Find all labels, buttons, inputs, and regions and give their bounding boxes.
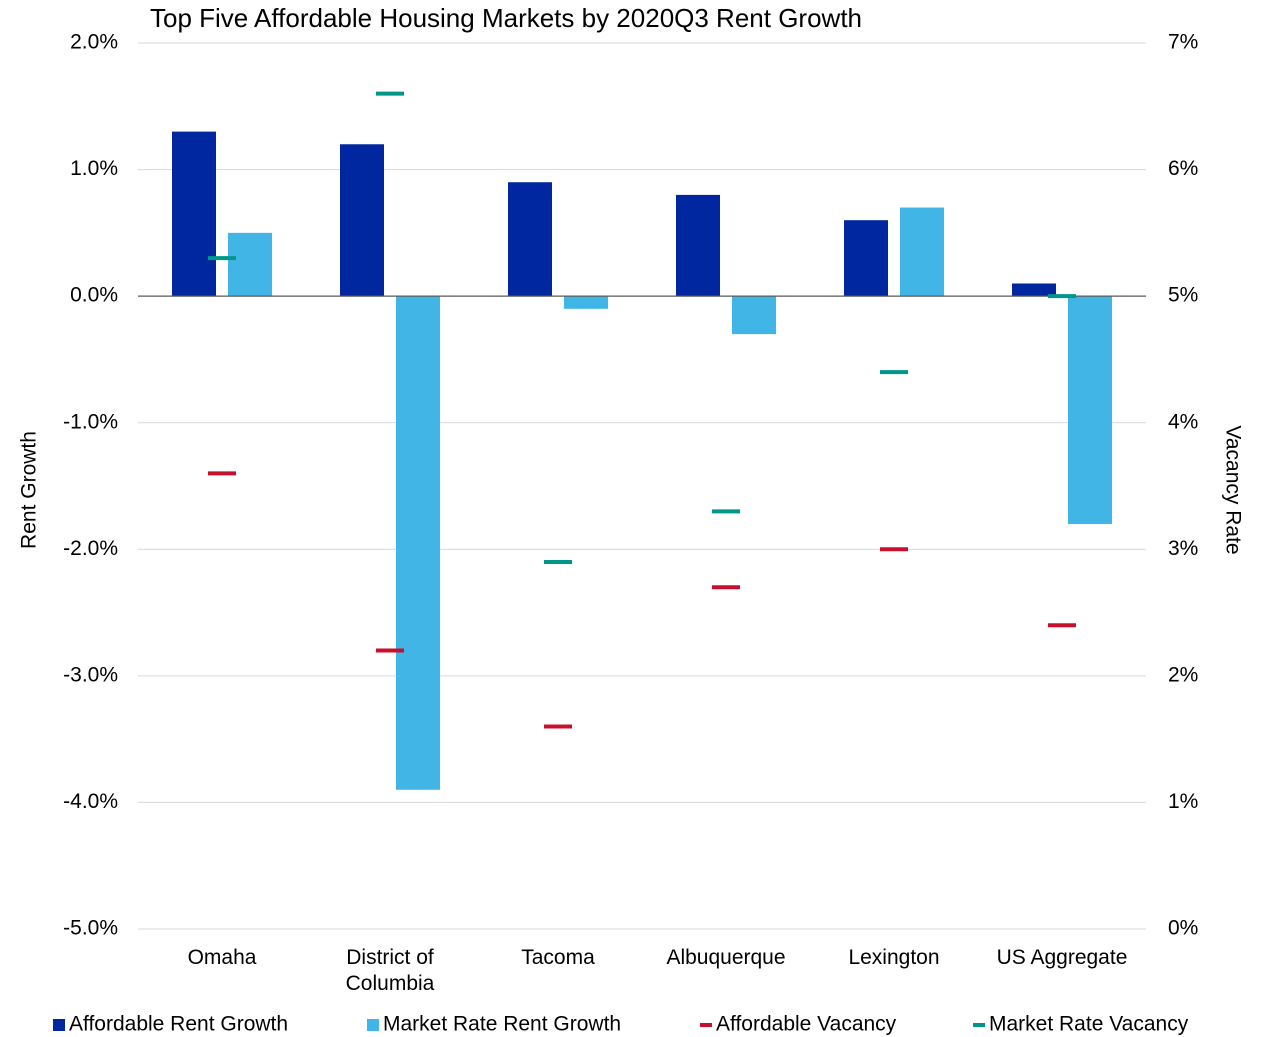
x-tick-label: Albuquerque [666,946,786,969]
bar [1068,296,1112,524]
legend-label: Affordable Rent Growth [69,1013,288,1036]
y-tick-label: -1.0% [63,410,118,433]
legend-swatch [53,1019,65,1031]
bar [900,207,944,297]
y2-tick-label: 6% [1168,157,1198,180]
y2-tick-label: 5% [1168,284,1198,307]
chart-title: Top Five Affordable Housing Markets by 2… [150,3,862,33]
y2-tick-label: 0% [1168,917,1198,940]
y2-tick-label: 1% [1168,790,1198,813]
bar [396,296,440,790]
y2-axis-title: Vacancy Rate [1221,425,1244,554]
bar [1012,283,1056,297]
x-tick-label: Omaha [187,946,257,969]
bar [508,182,552,297]
y-tick-label: -2.0% [63,537,118,560]
x-tick-label: US Aggregate [996,946,1128,969]
legend-label: Market Rate Vacancy [989,1013,1189,1036]
y-tick-label: -5.0% [63,917,118,940]
y2-tick-label: 3% [1168,537,1198,560]
y2-tick-label: 7% [1168,31,1198,54]
y-tick-label: -3.0% [63,663,118,686]
legend-label: Market Rate Rent Growth [383,1013,621,1036]
x-tick-label: District of Columbia [345,946,435,995]
bar [340,144,384,297]
bar [564,296,608,309]
bar [732,296,776,335]
y-tick-label: 2.0% [70,31,118,54]
bar [172,131,216,297]
y-tick-label: -4.0% [63,790,118,813]
y2-tick-label: 4% [1168,410,1198,433]
bar [676,194,720,297]
legend-swatch [367,1019,379,1031]
y-axis-title: Rent Growth [18,431,41,549]
bar [844,220,888,297]
x-tick-label: Tacoma [521,946,595,969]
y-tick-label: 1.0% [70,157,118,180]
y-tick-label: 0.0% [70,284,118,307]
legend-label: Affordable Vacancy [716,1013,897,1036]
x-tick-label: Lexington [848,946,940,969]
y2-tick-label: 2% [1168,663,1198,686]
bar [228,232,272,297]
